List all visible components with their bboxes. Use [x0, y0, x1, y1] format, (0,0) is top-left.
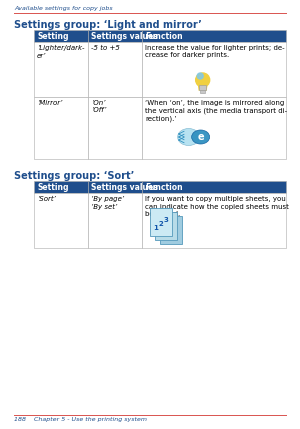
- Bar: [88, 181, 142, 193]
- Text: ‘On’
‘Off’: ‘On’ ‘Off’: [91, 100, 106, 114]
- Text: If you want to copy multiple sheets, you
can indicate how the copied sheets must: If you want to copy multiple sheets, you…: [146, 196, 289, 217]
- Circle shape: [196, 73, 210, 87]
- Text: Settings group: ‘Sort’: Settings group: ‘Sort’: [14, 171, 134, 181]
- Bar: [34, 193, 88, 248]
- Bar: [88, 193, 142, 248]
- Text: 3: 3: [164, 217, 168, 223]
- Ellipse shape: [192, 130, 210, 144]
- Text: ‘By page’
‘By set’: ‘By page’ ‘By set’: [91, 196, 124, 210]
- Text: -5 to +5: -5 to +5: [91, 45, 120, 51]
- Bar: [200, 90, 205, 93]
- Text: 2: 2: [158, 221, 163, 227]
- Text: Setting: Setting: [37, 32, 68, 41]
- Bar: [34, 30, 88, 42]
- Bar: [88, 97, 142, 159]
- Polygon shape: [199, 86, 207, 90]
- Bar: [142, 181, 286, 193]
- Bar: [142, 97, 286, 159]
- Bar: [34, 181, 88, 193]
- Text: Settings values: Settings values: [91, 183, 158, 192]
- Bar: [34, 97, 88, 159]
- Text: 188    Chapter 5 - Use the printing system: 188 Chapter 5 - Use the printing system: [14, 417, 147, 422]
- Bar: [150, 208, 172, 236]
- Text: Function: Function: [146, 32, 183, 41]
- Text: Increase the value for lighter prints; de-
crease for darker prints.: Increase the value for lighter prints; d…: [146, 45, 285, 58]
- Bar: [142, 30, 286, 42]
- Text: e: e: [197, 132, 204, 142]
- Bar: [88, 30, 142, 42]
- Text: 1: 1: [153, 225, 158, 231]
- Text: Function: Function: [146, 183, 183, 192]
- Text: ‘Mirror’: ‘Mirror’: [37, 100, 62, 106]
- Bar: [155, 212, 177, 240]
- Bar: [160, 216, 182, 244]
- Bar: [142, 193, 286, 248]
- Text: ‘Sort’: ‘Sort’: [37, 196, 56, 202]
- Text: Available settings for copy jobs: Available settings for copy jobs: [14, 6, 112, 11]
- Text: ‘Lighter/dark-
er’: ‘Lighter/dark- er’: [37, 45, 85, 59]
- Text: Settings values: Settings values: [91, 32, 158, 41]
- Ellipse shape: [178, 129, 200, 145]
- Bar: [142, 42, 286, 97]
- Text: ‘When ‘on’, the image is mirrored along
the vertical axis (the media transport d: ‘When ‘on’, the image is mirrored along …: [146, 100, 287, 122]
- Text: Setting: Setting: [37, 183, 68, 192]
- Bar: [199, 85, 206, 90]
- Circle shape: [197, 73, 203, 79]
- Bar: [34, 42, 88, 97]
- Text: Settings group: ‘Light and mirror’: Settings group: ‘Light and mirror’: [14, 20, 202, 30]
- Bar: [88, 42, 142, 97]
